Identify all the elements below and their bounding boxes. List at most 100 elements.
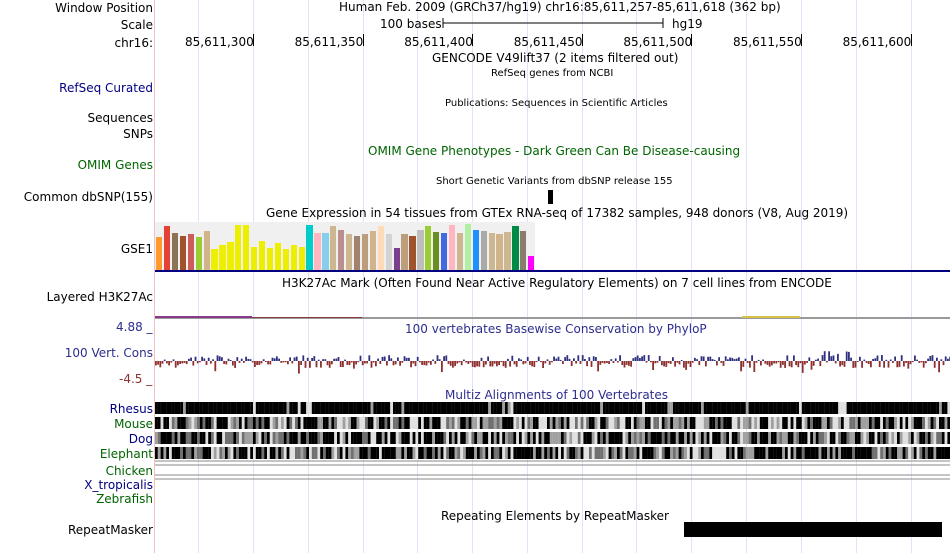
gtex-tissue-bar[interactable] (353, 235, 361, 270)
gtex-tissue-bar[interactable] (520, 230, 527, 270)
gtex-tissue-bar[interactable] (163, 226, 171, 270)
gtex-tissue-bar[interactable] (338, 229, 345, 270)
snps-track-label[interactable]: SNPs (123, 127, 153, 141)
gtex-tissue-bar[interactable] (298, 247, 305, 270)
dbsnp-track-title[interactable]: Short Genetic Variants from dbSNP releas… (436, 176, 673, 187)
gtex-tissue-bar[interactable] (156, 236, 163, 270)
multiz-species-elephant[interactable]: Elephant (99, 447, 153, 461)
gtex-tissue-bar[interactable] (346, 234, 353, 270)
omim-track-title[interactable]: OMIM Gene Phenotypes - Dark Green Can Be… (368, 144, 741, 158)
gtex-tissue-bar[interactable] (377, 226, 384, 270)
conservation-track-title[interactable]: 100 vertebrates Basewise Conservation by… (405, 322, 707, 336)
gencode-track-title[interactable]: GENCODE V49lift37 (2 items filtered out) (432, 51, 679, 65)
gtex-tissue-bar[interactable] (385, 234, 392, 270)
gtex-tissue-bar[interactable] (417, 229, 424, 270)
gtex-tissue-bar[interactable] (448, 224, 456, 270)
alignment-block (387, 432, 391, 444)
gtex-tissue-bar[interactable] (211, 249, 218, 270)
gtex-tissue-bar[interactable] (464, 224, 472, 270)
multiz-species-dog[interactable]: Dog (128, 432, 153, 446)
alignment-block (871, 432, 875, 444)
dbsnp-track-label[interactable]: Common dbSNP(155) (23, 190, 153, 204)
multiz-species-zebrafish[interactable]: Zebrafish (96, 492, 153, 506)
sequences-track-label[interactable]: Sequences (87, 111, 153, 125)
gtex-tissue-bar[interactable] (314, 233, 321, 270)
gtex-tissue-bar[interactable] (171, 233, 179, 270)
repeatmasker-track-title[interactable]: Repeating Elements by RepeatMasker (441, 509, 669, 523)
multiz-alignment-blocks[interactable] (155, 401, 950, 491)
multiz-species-x_tropicalis[interactable]: X_tropicalis (84, 478, 153, 492)
conservation-score-bar (474, 361, 476, 368)
gtex-tissue-bar[interactable] (441, 233, 448, 270)
conservation-score-bar (590, 361, 593, 367)
gtex-tissue-bar[interactable] (195, 236, 202, 270)
conservation-score-bar (267, 361, 269, 365)
gtex-tissue-bar[interactable] (512, 226, 519, 270)
gtex-tissue-bar[interactable] (322, 233, 329, 270)
alignment-block (544, 402, 548, 414)
omim-track-label[interactable]: OMIM Genes (77, 158, 153, 172)
gtex-tissue-bar[interactable] (393, 247, 400, 270)
gtex-tissue-bar[interactable] (219, 244, 226, 270)
gtex-tissue-bar[interactable] (282, 249, 289, 270)
gtex-tissue-bar[interactable] (456, 233, 464, 270)
gtex-tissue-bar[interactable] (488, 233, 495, 270)
conservation-score-bar (608, 361, 610, 364)
alignment-block (519, 432, 522, 444)
gtex-tissue-bar[interactable] (274, 243, 282, 270)
gtex-tissue-bar[interactable] (496, 234, 503, 270)
h3k27ac-track-label[interactable]: Layered H3K27Ac (46, 290, 153, 304)
gtex-tissue-bar[interactable] (306, 224, 313, 270)
gtex-tissue-bar[interactable] (361, 234, 369, 270)
alignment-block (395, 417, 399, 429)
gtex-tissue-bar[interactable] (480, 230, 487, 270)
multiz-track-title[interactable]: Multiz Alignments of 100 Vertebrates (445, 388, 669, 402)
gtex-bar-chart[interactable] (155, 222, 535, 270)
conservation-score-bar (911, 361, 914, 363)
gtex-tissue-bar[interactable] (504, 232, 511, 270)
gtex-tissue-bar[interactable] (401, 234, 408, 270)
gtex-tissue-bar[interactable] (266, 247, 274, 270)
refseq-track-title[interactable]: RefSeq genes from NCBI (491, 68, 614, 79)
gtex-tissue-bar[interactable] (472, 229, 479, 270)
gtex-tissue-bar[interactable] (243, 224, 250, 270)
gtex-tissue-bar[interactable] (179, 235, 187, 270)
alignment-block (689, 447, 693, 459)
alignment-block (351, 432, 354, 444)
grid-line (801, 0, 802, 553)
gtex-tissue-bar[interactable] (369, 230, 377, 270)
refseq-track-label[interactable]: RefSeq Curated (59, 81, 153, 95)
alignment-block (367, 417, 371, 429)
alignment-block (863, 402, 867, 414)
gtex-tissue-bar[interactable] (425, 226, 432, 270)
gtex-tissue-bar[interactable] (528, 256, 535, 270)
multiz-species-mouse[interactable]: Mouse (114, 417, 153, 431)
gtex-tissue-bar[interactable] (433, 232, 440, 270)
gtex-tissue-bar[interactable] (235, 224, 242, 270)
repeat-element[interactable] (684, 522, 942, 537)
alignment-block (440, 417, 444, 429)
gtex-tissue-bar[interactable] (258, 241, 266, 270)
gtex-tissue-bar[interactable] (227, 242, 234, 270)
gtex-track-label[interactable]: GSE1 (120, 242, 153, 256)
multiz-species-rhesus[interactable]: Rhesus (109, 402, 153, 416)
conservation-score-bar (764, 361, 767, 364)
gtex-tissue-bar[interactable] (290, 244, 297, 270)
alignment-block (241, 432, 245, 444)
gtex-tissue-bar[interactable] (409, 235, 416, 270)
multiz-species-chicken[interactable]: Chicken (105, 464, 153, 478)
gtex-tissue-bar[interactable] (203, 230, 210, 270)
gtex-tissue-bar[interactable] (330, 226, 337, 270)
gtex-track-title[interactable]: Gene Expression in 54 tissues from GTEx … (266, 206, 849, 220)
conservation-track-label[interactable]: 100 Vert. Cons (64, 346, 153, 360)
gtex-tissue-bar[interactable] (187, 234, 194, 270)
alignment-block (659, 447, 662, 459)
repeatmasker-track-label[interactable]: RepeatMasker (67, 523, 153, 537)
gtex-tissue-bar[interactable] (251, 247, 258, 270)
dbsnp-variant[interactable] (548, 190, 553, 204)
h3k27ac-track-title[interactable]: H3K27Ac Mark (Often Found Near Active Re… (282, 276, 832, 290)
conservation-wiggle[interactable] (155, 340, 950, 386)
publications-track-title[interactable]: Publications: Sequences in Scientific Ar… (445, 98, 668, 109)
alignment-block (818, 417, 822, 429)
alignment-block (692, 432, 696, 444)
